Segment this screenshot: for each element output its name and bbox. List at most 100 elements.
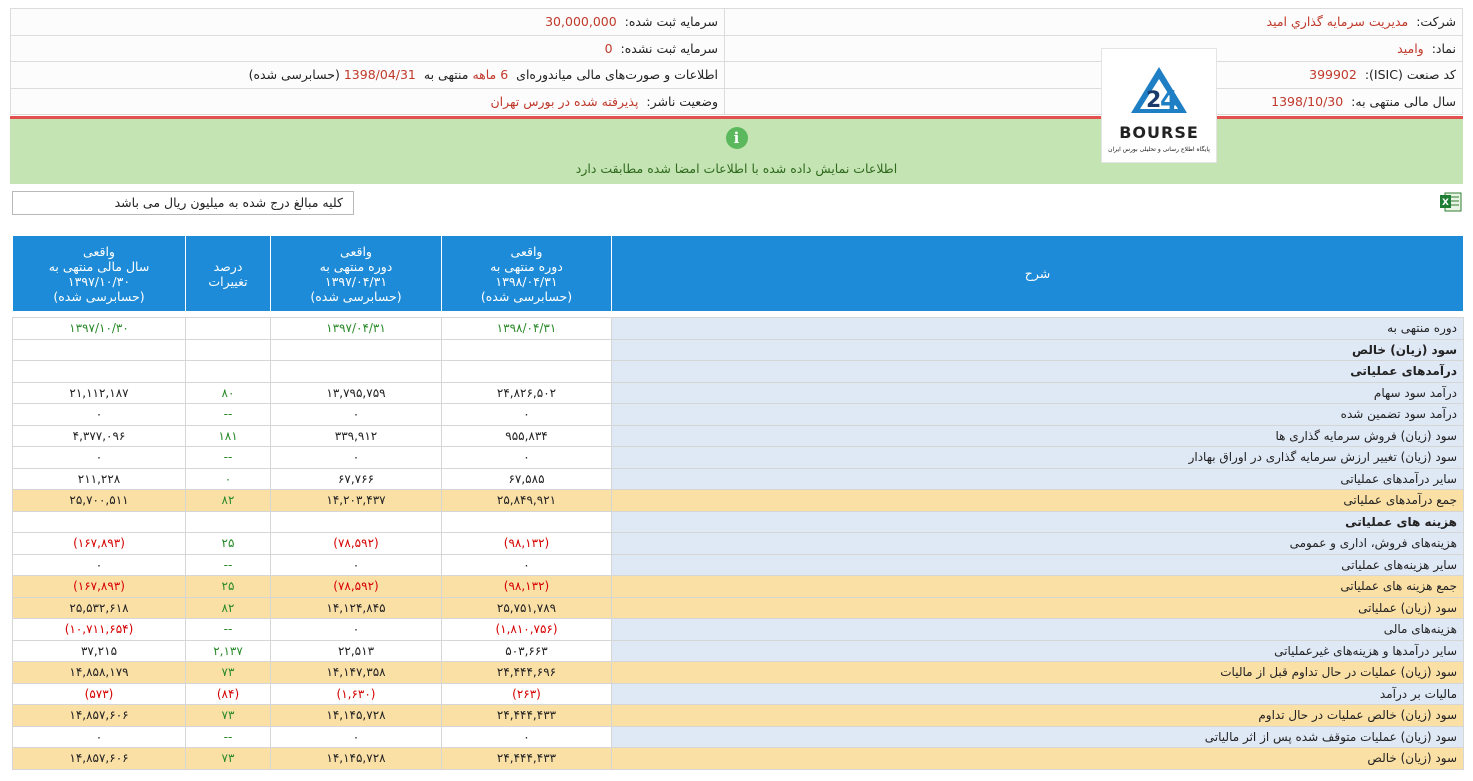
- value-1397-10-30: ۱۳۹۷/۱۰/۳۰: [12, 317, 186, 340]
- value-1398-04-31: ۲۴,۴۴۴,۴۳۳: [441, 747, 612, 770]
- logo-graphic: 2 4 BOURSE پایگاه اطلاع رسانی و تحلیلی ب…: [1108, 67, 1210, 153]
- row-description: سود (زيان) عمليات متوقف شده پس از اثر ما…: [611, 725, 1464, 748]
- value-1397-10-30: ۲۵,۵۳۲,۶۱۸: [12, 596, 186, 619]
- row-description: سود (زيان) تغيير ارزش سرمايه گذاری در او…: [611, 446, 1464, 469]
- row-description: جمع درآمدهای عملیاتی: [611, 489, 1464, 512]
- table-row: جمع هزینه های عملیاتی (۹۸,۱۳۲) (۷۸,۵۹۲) ۲۵(…: [12, 575, 1464, 598]
- value-1397-04-31: ۱۴,۲۰۳,۴۳۷: [270, 489, 442, 512]
- value-1398-04-31: ۰: [441, 403, 612, 426]
- table-row: دوره منتهی به ۱۳۹۸/۰۴/۳۱ ۱۳۹۷/۰۴/۳۱ ۱۳۹۷/۱۰…: [12, 317, 1464, 340]
- change-percent: [185, 338, 271, 361]
- svg-text:2: 2: [1146, 88, 1161, 113]
- change-percent: ۷۳: [185, 704, 271, 727]
- value-1398-04-31: ۲۵,۷۵۱,۷۸۹: [441, 596, 612, 619]
- logo-brand: BOURSE: [1119, 123, 1199, 142]
- change-percent: --: [185, 618, 271, 641]
- value-1397-04-31: [270, 338, 442, 361]
- fiscal-year-label: سال مالی منتهی به:: [1351, 93, 1456, 109]
- change-percent: --: [185, 403, 271, 426]
- change-percent: ۲۵: [185, 575, 271, 598]
- table-body: دوره منتهی به ۱۳۹۸/۰۴/۳۱ ۱۳۹۷/۰۴/۳۱ ۱۳۹۷/۱۰…: [12, 312, 1464, 770]
- value-1397-04-31: [270, 510, 442, 533]
- company-cell: شرکت: مديريت سرمايه گذاري اميد: [724, 8, 1463, 36]
- symbol-value[interactable]: واميد: [1397, 40, 1424, 56]
- row-description: سود (زيان) عمليات در حال تداوم قبل از ما…: [611, 661, 1464, 684]
- value-1398-04-31: (۲۶۳): [441, 682, 612, 705]
- value-1397-10-30: ۲۱,۱۱۲,۱۸۷: [12, 381, 186, 404]
- change-percent: [185, 317, 271, 340]
- info-row: شرکت: مديريت سرمايه گذاري اميد سرمایه ثب…: [10, 8, 1463, 36]
- table-row: سایر درآمدها و هزینه‌های غیرعملیاتی ۵۰۳,۶…: [12, 639, 1464, 662]
- value-1398-04-31: (۱,۸۱۰,۷۵۶): [441, 618, 612, 641]
- header-col1[interactable]: واقعی دوره منتهی به ۱۳۹۸/۰۴/۳۱ (حسابرسی …: [441, 235, 612, 312]
- logo-tagline: پایگاه اطلاع رسانی و تحلیلی بورس ایران: [1108, 145, 1210, 153]
- company-info-table: شرکت: مديريت سرمايه گذاري اميد سرمایه ثب…: [10, 8, 1463, 115]
- header-col2[interactable]: واقعی دوره منتهی به ۱۳۹۷/۰۴/۳۱ (حسابرسی …: [270, 235, 442, 312]
- row-description: سایر هزینه‌های عملیاتی: [611, 553, 1464, 576]
- value-1397-10-30: ۲۵,۷۰۰,۵۱۱: [12, 489, 186, 512]
- company-label: شرکت:: [1416, 14, 1456, 30]
- header-desc[interactable]: شرح: [611, 235, 1464, 312]
- value-1398-04-31: ۲۴,۸۲۶,۵۰۲: [441, 381, 612, 404]
- value-1397-10-30: [12, 360, 186, 383]
- value-1397-10-30: [12, 510, 186, 533]
- verification-message: اطلاعات نمایش داده شده با اطلاعات امضا ش…: [575, 161, 898, 176]
- value-1397-04-31: ۲۲,۵۱۳: [270, 639, 442, 662]
- excel-export-icon[interactable]: X: [1439, 190, 1463, 214]
- change-percent: --: [185, 553, 271, 576]
- value-1397-04-31: ۱۴,۱۴۵,۷۲۸: [270, 704, 442, 727]
- header-col3[interactable]: درصد تغییرات: [185, 235, 271, 312]
- value-1398-04-31: ۲۴,۴۴۴,۴۳۳: [441, 704, 612, 727]
- value-1397-10-30: (۱۶۷,۸۹۳): [12, 532, 186, 555]
- company-value[interactable]: مديريت سرمايه گذاري اميد: [1266, 14, 1409, 30]
- value-1397-04-31: (۷۸,۵۹۲): [270, 575, 442, 598]
- value-1398-04-31: ۶۷,۵۸۵: [441, 467, 612, 490]
- table-row: هزینه‌های فروش، اداری و عمومی (۹۸,۱۳۲) (۷۸…: [12, 532, 1464, 555]
- row-description: جمع هزینه های عملیاتی: [611, 575, 1464, 598]
- value-1397-10-30: ۰: [12, 725, 186, 748]
- value-1397-04-31: (۱,۶۳۰): [270, 682, 442, 705]
- header-col1-line: واقعی: [510, 243, 543, 259]
- header-col1-line: ۱۳۹۸/۰۴/۳۱: [495, 273, 558, 289]
- symbol-cell: نماد: واميد: [724, 34, 1463, 62]
- value-1397-10-30: ۰: [12, 403, 186, 426]
- report-status: (حسابرسی شده): [248, 67, 340, 83]
- table-row: درآمد سود سهام ۲۴,۸۲۶,۵۰۲ ۱۳,۷۹۵,۷۵۹ ۸۰ ۲۱,۱…: [12, 381, 1464, 404]
- value-1397-10-30: ۰: [12, 553, 186, 576]
- value-1398-04-31: [441, 360, 612, 383]
- row-description: درآمد سود سهام: [611, 381, 1464, 404]
- change-percent: ۸۲: [185, 596, 271, 619]
- row-description: سود (زيان) فروش سرمایه گذاری ها: [611, 424, 1464, 447]
- value-1398-04-31: ۱۳۹۸/۰۴/۳۱: [441, 317, 612, 340]
- value-1397-04-31: (۷۸,۵۹۲): [270, 532, 442, 555]
- header-col3-line: درصد: [213, 258, 243, 274]
- table-row: سود (زيان) عمليات متوقف شده پس از اثر ما…: [12, 725, 1464, 748]
- change-percent: [185, 510, 271, 533]
- row-description: سود (زيان) خالص عمليات در حال تداوم: [611, 704, 1464, 727]
- table-row: درآمد سود تضمین شده ۰ ۰ -- ۰: [12, 403, 1464, 426]
- unregistered-capital-label: سرمایه ثبت نشده:: [620, 40, 718, 56]
- change-percent: ۷۳: [185, 747, 271, 770]
- report-description-cell: اطلاعات و صورت‌های مالی میاندوره‌ای 6 ما…: [10, 61, 725, 89]
- change-percent: --: [185, 725, 271, 748]
- header-col1-line: دوره منتهی به: [490, 258, 563, 274]
- change-percent: ۸۲: [185, 489, 271, 512]
- bourse-24-logo[interactable]: 2 4 BOURSE پایگاه اطلاع رسانی و تحلیلی ب…: [1101, 48, 1217, 163]
- value-1398-04-31: ۲۴,۴۴۴,۶۹۶: [441, 661, 612, 684]
- value-1398-04-31: (۹۸,۱۳۲): [441, 575, 612, 598]
- unregistered-capital-value: 0: [604, 40, 613, 56]
- value-1397-04-31: ۰: [270, 618, 442, 641]
- value-1397-04-31: ۱۴,۱۲۴,۸۴۵: [270, 596, 442, 619]
- report-text-1: اطلاعات و صورت‌های مالی میاندوره‌ای: [516, 67, 718, 83]
- header-col4-line: (حسابرسی شده): [53, 288, 145, 304]
- value-1398-04-31: ۰: [441, 553, 612, 576]
- value-1397-10-30: ۲۱۱,۲۲۸: [12, 467, 186, 490]
- value-1397-10-30: ۰: [12, 446, 186, 469]
- info-row: کد صنعت (ISIC): 399902 اطلاعات و صورت‌ها…: [10, 61, 1463, 89]
- value-1397-10-30: ۳۷,۲۱۵: [12, 639, 186, 662]
- row-description: سود (زيان) خالص: [611, 338, 1464, 361]
- symbol-label: نماد:: [1431, 40, 1456, 56]
- info-row: نماد: واميد سرمایه ثبت نشده: 0: [10, 34, 1463, 62]
- change-percent: ۰: [185, 467, 271, 490]
- header-col4[interactable]: واقعی سال مالی منتهی به ۱۳۹۷/۱۰/۳۰ (حساب…: [12, 235, 186, 312]
